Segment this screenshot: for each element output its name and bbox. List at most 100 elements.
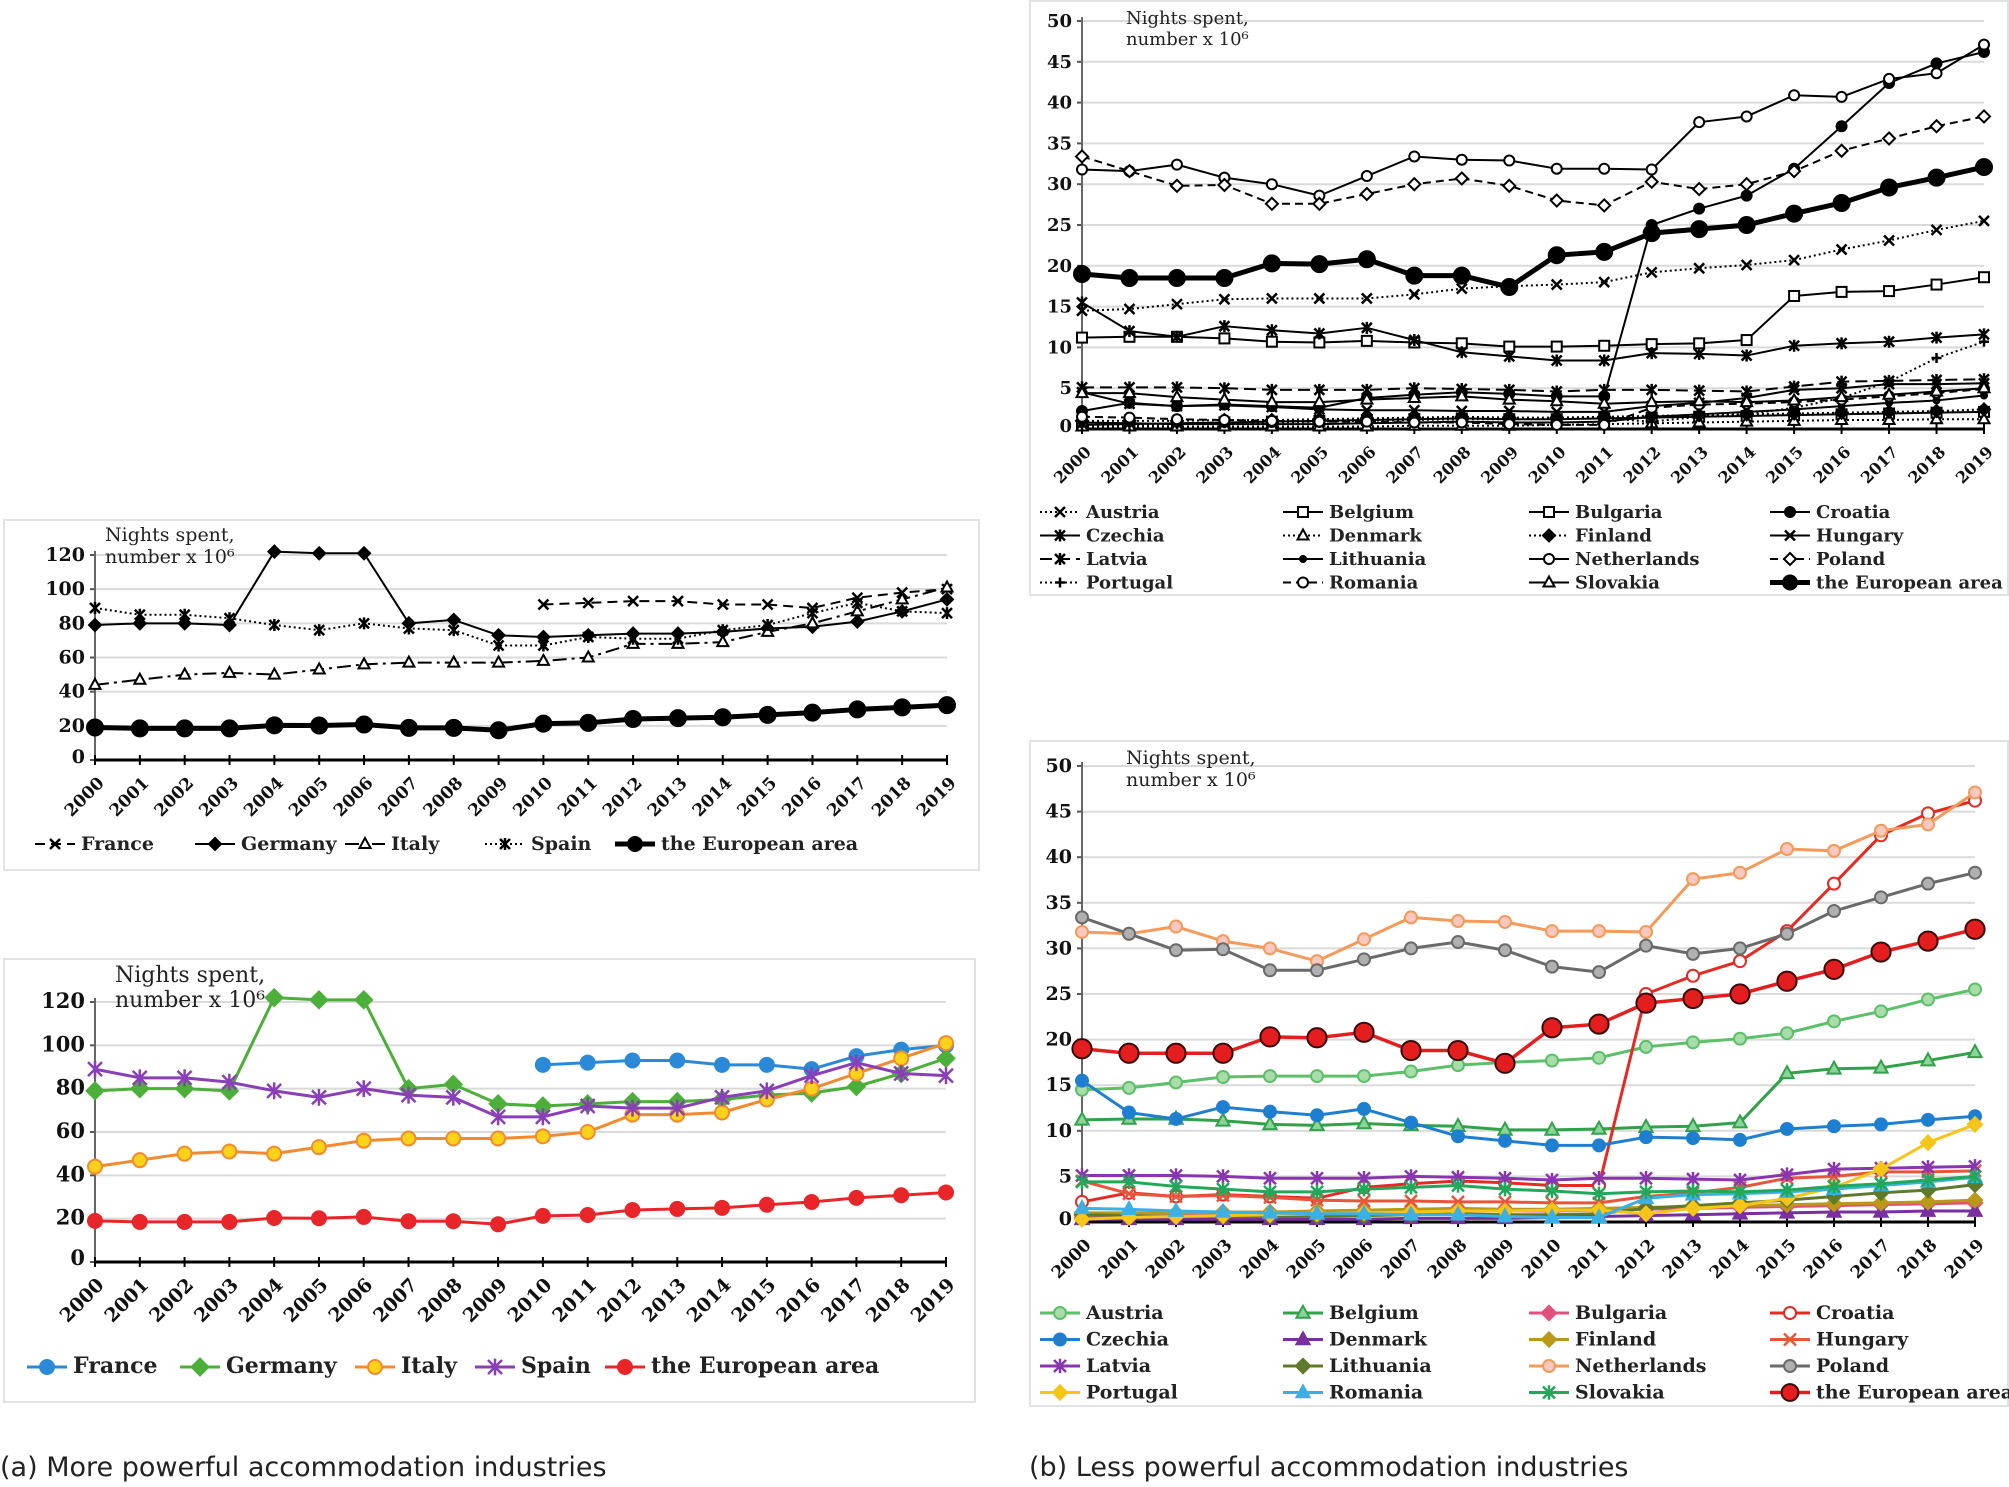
data-point <box>534 1056 551 1073</box>
legend-label: Portugal <box>1086 1382 1178 1404</box>
data-point <box>358 617 370 630</box>
data-point <box>1780 1121 1794 1136</box>
data-point <box>1498 1181 1512 1197</box>
data-point <box>1169 1189 1183 1204</box>
data-point <box>1501 178 1517 194</box>
data-point <box>490 1216 507 1233</box>
data-point <box>1835 337 1848 350</box>
data-point <box>1881 386 1897 400</box>
data-point <box>1966 1201 1984 1217</box>
x-tick-label: 2008 <box>414 1274 467 1327</box>
data-point <box>1966 1115 1984 1134</box>
x-tick-label: 2014 <box>683 1274 736 1327</box>
data-point <box>1921 1172 1935 1188</box>
series-line <box>1082 418 1984 428</box>
data-point <box>806 607 819 620</box>
data-point <box>1545 1053 1559 1068</box>
data-point <box>894 591 910 605</box>
data-point <box>1976 402 1992 417</box>
data-point <box>1073 1210 1091 1228</box>
data-point <box>1449 1205 1467 1221</box>
data-point <box>896 605 909 618</box>
legend-item: France <box>35 833 154 855</box>
legend-item: Romania <box>1283 1382 1423 1404</box>
x-tick-label: 2012 <box>599 773 647 821</box>
data-point <box>1733 865 1747 880</box>
x-tick-label: 2016 <box>1800 1235 1848 1283</box>
data-point <box>1310 1184 1324 1200</box>
series-portugal <box>1073 1115 1984 1228</box>
y-tick-label: 60 <box>59 647 85 669</box>
x-tick-label: 2007 <box>369 1274 422 1327</box>
data-point <box>1776 970 1798 992</box>
data-point <box>1498 1133 1512 1148</box>
x-tick-label: 2019 <box>907 1274 960 1327</box>
x-tick-label: 2011 <box>1565 1235 1613 1283</box>
series-the-european-area <box>86 696 956 740</box>
data-point <box>1216 1181 1230 1197</box>
legend-marker <box>1055 577 1065 588</box>
legend-item: Netherlands <box>1529 549 1700 570</box>
series-line <box>1081 1169 1976 1205</box>
x-tick-label: 2010 <box>503 1274 556 1327</box>
x-tick-label: 2017 <box>817 1274 870 1327</box>
data-point <box>668 709 687 728</box>
data-point <box>1545 924 1559 939</box>
data-point <box>1550 405 1563 418</box>
data-point <box>1118 1042 1140 1064</box>
legend-label: the European area <box>661 833 858 855</box>
data-point <box>1684 1116 1702 1133</box>
data-point <box>1786 163 1802 179</box>
data-point <box>1075 1174 1089 1190</box>
data-point <box>355 1132 372 1149</box>
data-point <box>1968 785 1982 800</box>
data-point <box>1686 1131 1700 1146</box>
data-point <box>1218 320 1231 333</box>
y-tick-label: 120 <box>45 544 85 566</box>
data-point <box>1917 930 1939 952</box>
data-point <box>1123 303 1136 315</box>
data-point <box>1881 131 1897 146</box>
data-point <box>264 987 284 1008</box>
legend-marker <box>1294 1303 1312 1319</box>
x-tick-label: 2019 <box>1941 1235 1989 1283</box>
legend-marker <box>1294 1383 1312 1399</box>
x-tick-label: 2012 <box>1612 1235 1660 1283</box>
legend-label: Bulgaria <box>1575 502 1663 523</box>
data-point <box>1313 327 1326 340</box>
legend-label: France <box>73 1353 157 1379</box>
x-tick-label: 2010 <box>1525 442 1570 487</box>
legend-item: Belgium <box>1283 1302 1419 1324</box>
data-point <box>669 1052 686 1069</box>
y-tick-label: 0 <box>70 1245 85 1270</box>
legend-marker <box>1782 574 1798 591</box>
x-tick-label: 2014 <box>1715 442 1760 487</box>
data-point <box>1167 269 1186 288</box>
data-point <box>672 632 684 645</box>
series-line <box>1081 276 1985 348</box>
axis-annotation: Nights spent, <box>1126 8 1249 29</box>
x-tick-label: 2016 <box>1809 442 1854 487</box>
data-point <box>1741 409 1752 420</box>
x-tick-label: 2013 <box>638 1274 691 1327</box>
data-point <box>1357 952 1371 967</box>
data-point <box>1550 354 1563 367</box>
data-point <box>1122 1174 1136 1190</box>
data-point <box>848 1189 865 1206</box>
data-point <box>893 1050 910 1067</box>
axis-annotation: number x 10⁶ <box>105 546 235 568</box>
data-point <box>1639 1130 1653 1145</box>
series-line <box>1082 378 1985 393</box>
x-tick-label: 2011 <box>1572 442 1617 487</box>
data-point <box>1690 220 1709 239</box>
x-tick-label: 2003 <box>190 1274 243 1327</box>
data-point <box>1451 1129 1465 1144</box>
data-point <box>1215 269 1234 288</box>
x-tick-label: 2004 <box>240 773 288 821</box>
data-point <box>1404 910 1418 925</box>
data-point <box>803 1193 820 1210</box>
data-point <box>1360 292 1373 305</box>
data-point <box>1452 266 1471 285</box>
legend-marker <box>1542 1385 1556 1400</box>
legend-item: Finland <box>1529 1329 1656 1351</box>
